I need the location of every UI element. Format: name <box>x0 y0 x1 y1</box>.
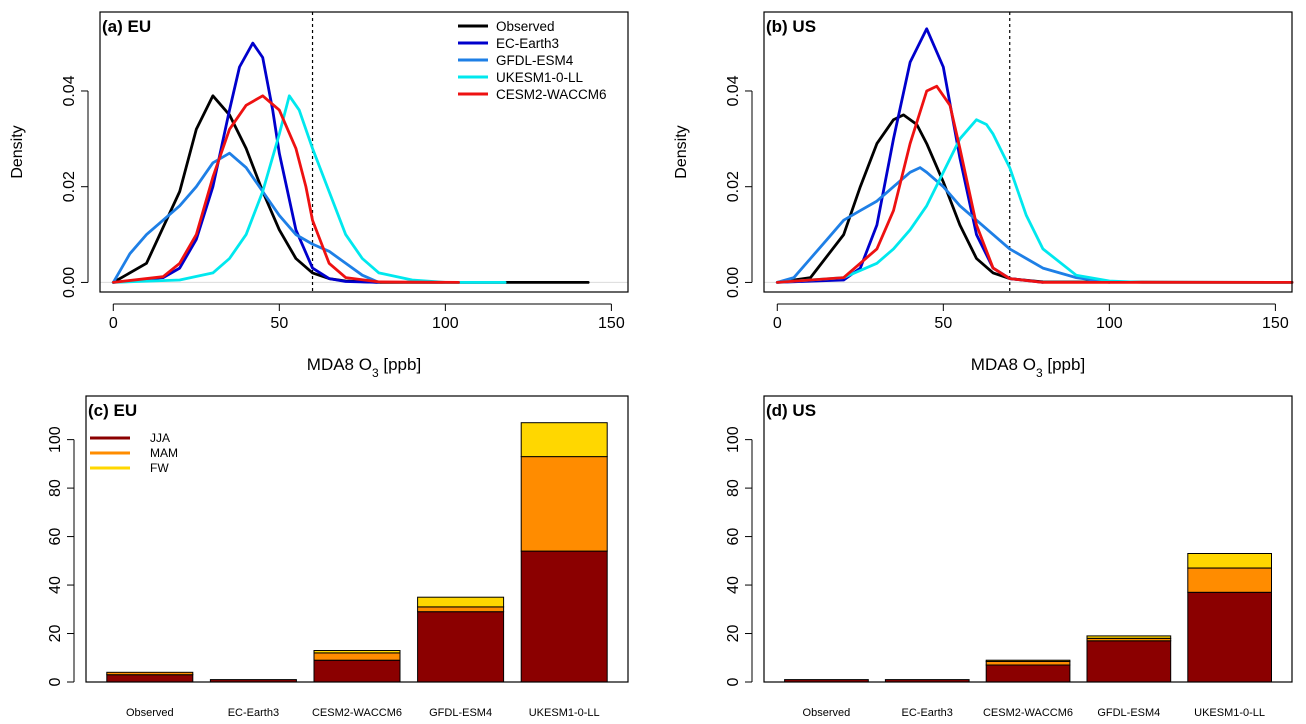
bar-fw <box>313 650 401 654</box>
legend-label: UKESM1-0-LL <box>496 70 584 85</box>
x-label-unit: [ppb] <box>1043 355 1086 374</box>
bar-jja <box>1086 640 1172 683</box>
panel-label: (d) US <box>766 401 816 420</box>
bar-mam <box>1187 567 1273 593</box>
legend-label: EC-Earth3 <box>496 36 559 51</box>
density-line-ec-earth3 <box>111 41 381 284</box>
density-panel-us: 0 50 100 150 0.00 0.02 0.04 Density MDA8 O3 [ppb… <box>673 11 1294 380</box>
bar-mam <box>520 456 608 552</box>
y-axis-label: Density <box>673 125 690 178</box>
bar-mam <box>417 606 505 613</box>
density-panel-eu: 0 50 100 150 0.00 0.02 0.04 Density MDA8 O3 [ppb… <box>9 11 629 380</box>
y-tick-label: 0.02 <box>725 171 742 202</box>
y-tick-label: 100 <box>47 426 64 453</box>
category-label: UKESM1-0-LL <box>529 707 600 719</box>
x-tick-label: 0 <box>773 315 782 332</box>
category-label: Observed <box>126 707 174 719</box>
panel-label: (b) US <box>766 17 816 36</box>
category-label: CESM2-WACCM6 <box>983 707 1073 719</box>
category-label: GFDL-ESM4 <box>1097 707 1160 719</box>
x-axis-label: MDA8 O3 [ppb] <box>307 355 421 380</box>
bar-mam <box>985 660 1071 666</box>
y-tick-label: 20 <box>47 625 64 643</box>
density-line-ukesm1-0-ll <box>775 118 1294 284</box>
y-tick-label: 0.00 <box>61 267 78 298</box>
y-tick-label: 60 <box>47 528 64 546</box>
x-label-subscript: 3 <box>372 366 379 380</box>
bar-fw <box>1187 553 1273 569</box>
x-tick-label: 100 <box>1096 315 1123 332</box>
category-label: CESM2-WACCM6 <box>312 707 402 719</box>
y-tick-label: 0.02 <box>61 171 78 202</box>
density-line-cesm2-waccm6 <box>775 84 1294 284</box>
bar-fw <box>417 596 505 608</box>
x-label-text: MDA8 O <box>307 355 372 374</box>
y-tick-label: 0.04 <box>725 75 742 106</box>
category-label: EC-Earth3 <box>228 707 279 719</box>
x-label-unit: [ppb] <box>379 355 422 374</box>
plot-frame <box>85 395 629 683</box>
category-label: GFDL-ESM4 <box>429 707 492 719</box>
x-tick-label: 150 <box>598 315 625 332</box>
x-tick-label: 50 <box>934 315 952 332</box>
panel-label: (a) EU <box>102 17 151 36</box>
legend-label: FW <box>150 461 169 475</box>
x-tick-label: 50 <box>270 315 288 332</box>
bar-jja <box>106 674 194 683</box>
density-line-observed <box>775 113 1294 284</box>
y-tick-label: 20 <box>725 625 742 643</box>
y-tick-label: 0 <box>725 677 742 686</box>
bar-jja <box>417 611 505 683</box>
bar-panel-us: Observed EC-Earth3 CESM2-WACCM6 GFDL-ESM4 UK… <box>725 395 1293 719</box>
y-tick-label: 80 <box>47 479 64 497</box>
y-tick-label: 0.00 <box>725 267 742 298</box>
x-axis-label: MDA8 O3 [ppb] <box>971 355 1085 380</box>
x-label-subscript: 3 <box>1036 366 1043 380</box>
bar-jja <box>520 550 608 683</box>
density-line-ukesm1-0-ll <box>111 94 507 284</box>
legend-label: MAM <box>150 446 178 460</box>
plot-frame <box>99 11 629 293</box>
category-label: UKESM1-0-LL <box>1194 707 1265 719</box>
panel-label: (c) EU <box>88 401 137 420</box>
plot-frame <box>763 11 1293 293</box>
y-tick-label: 40 <box>725 576 742 594</box>
bar-mam <box>313 652 401 661</box>
y-tick-label: 100 <box>725 426 742 453</box>
bar-fw <box>985 659 1071 662</box>
bar-mam <box>106 671 194 676</box>
x-tick-label: 100 <box>432 315 459 332</box>
density-line-cesm2-waccm6 <box>111 94 460 284</box>
legend-label: JJA <box>150 431 170 445</box>
x-tick-label: 150 <box>1262 315 1289 332</box>
y-tick-label: 60 <box>725 528 742 546</box>
bar-panel-eu: Observed EC-Earth3 CESM2-WACCM6 GFDL-ESM4 UK… <box>47 395 629 719</box>
density-line-gfdl-esm4 <box>111 151 381 284</box>
y-tick-label: 40 <box>47 576 64 594</box>
x-tick-label: 0 <box>109 315 118 332</box>
y-tick-label: 80 <box>725 479 742 497</box>
y-tick-label: 0 <box>47 677 64 686</box>
density-line-gfdl-esm4 <box>775 166 1111 284</box>
plot-frame <box>763 395 1293 683</box>
y-axis-label: Density <box>9 125 26 178</box>
bar-jja <box>313 659 401 683</box>
category-label: Observed <box>803 707 851 719</box>
x-label-text: MDA8 O <box>971 355 1036 374</box>
bar-fw <box>520 422 608 458</box>
bar-fw <box>1086 635 1172 639</box>
legend-label: Observed <box>496 19 555 34</box>
legend-label: CESM2-WACCM6 <box>496 87 607 102</box>
bar-jja <box>1187 591 1273 683</box>
bar-jja <box>985 664 1071 683</box>
y-tick-label: 0.04 <box>61 75 78 106</box>
category-label: EC-Earth3 <box>902 707 953 719</box>
legend-label: GFDL-ESM4 <box>496 53 574 68</box>
